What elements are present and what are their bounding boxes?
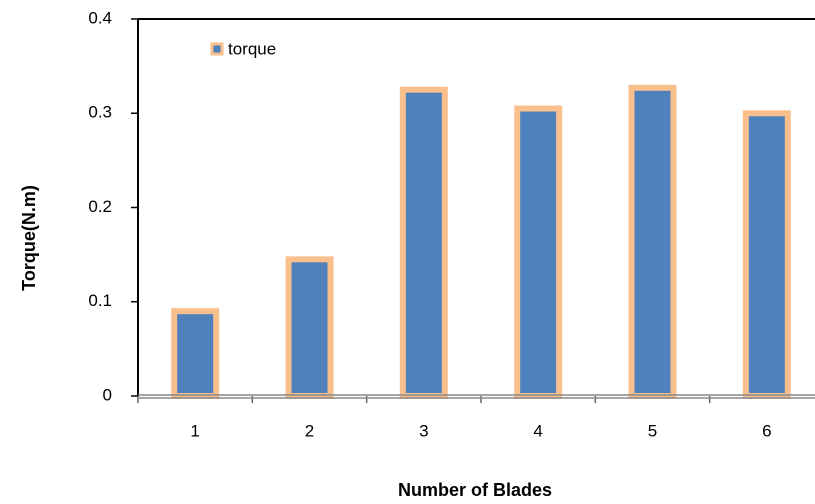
y-tick-label: 0.3 <box>88 103 112 122</box>
y-tick-label: 0 <box>103 385 112 404</box>
x-tick-label: 4 <box>533 421 542 440</box>
legend-swatch <box>210 42 224 56</box>
bar <box>171 308 220 399</box>
bar <box>628 84 677 400</box>
bar <box>399 86 448 399</box>
bar <box>742 110 791 399</box>
y-axis-label: Torque(N.m) <box>19 185 39 291</box>
bar <box>514 105 563 399</box>
x-tick-label: 6 <box>762 421 771 440</box>
x-axis-label: Number of Blades <box>398 480 552 500</box>
legend-label: torque <box>228 39 276 58</box>
y-tick-label: 0.1 <box>88 291 112 310</box>
y-tick-label: 0.4 <box>88 8 112 27</box>
x-tick-label: 5 <box>648 421 657 440</box>
x-tick-label: 3 <box>419 421 428 440</box>
x-tick-label: 2 <box>305 421 314 440</box>
y-tick-label: 0.2 <box>88 197 112 216</box>
bar <box>285 256 334 399</box>
x-tick-label: 1 <box>190 421 199 440</box>
